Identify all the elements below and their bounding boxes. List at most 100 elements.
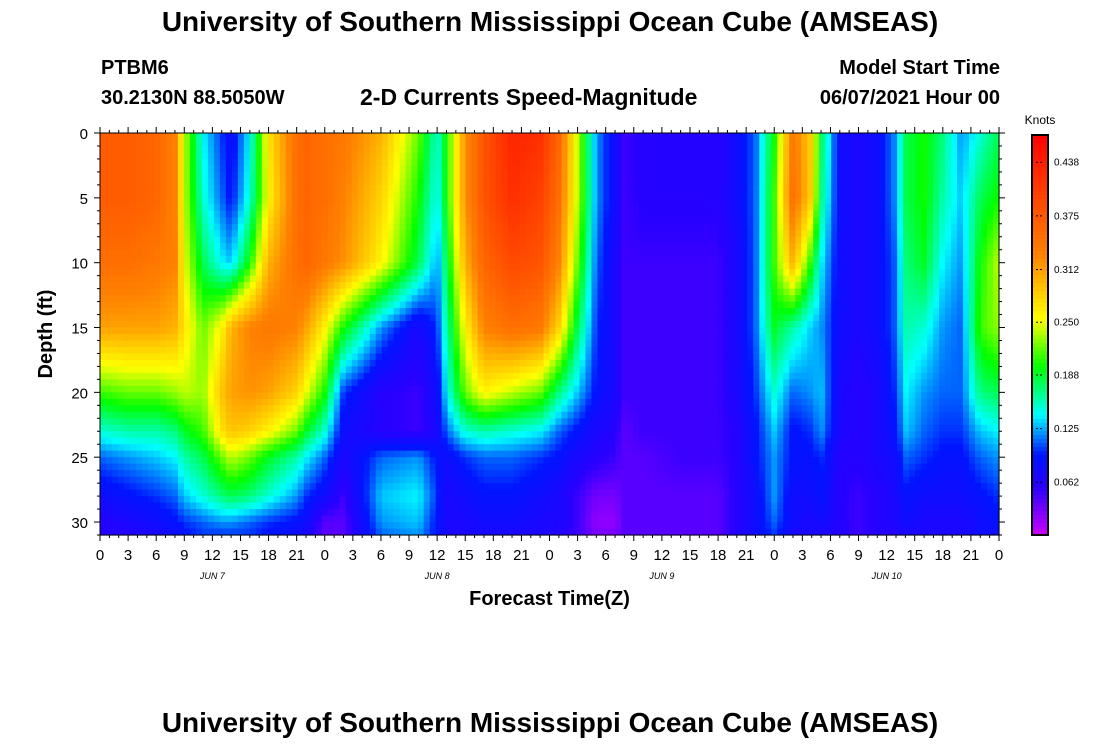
heatmap-cell — [201, 158, 209, 167]
heatmap-cell — [537, 217, 545, 225]
heatmap-cell — [291, 249, 299, 257]
heatmap-cell — [477, 158, 485, 167]
heatmap-cell — [891, 340, 898, 348]
heatmap-cell — [975, 288, 982, 296]
heatmap-cell — [471, 249, 479, 257]
heatmap-cell — [705, 269, 712, 277]
heatmap-cell — [645, 171, 652, 179]
heatmap-cell — [825, 139, 832, 147]
heatmap-cell — [633, 314, 640, 322]
heatmap-cell — [243, 152, 251, 160]
heatmap-cell — [819, 152, 826, 160]
heatmap-cell — [339, 197, 347, 205]
heatmap-cell — [489, 327, 497, 335]
heatmap-cell — [447, 165, 455, 173]
heatmap-cell — [687, 171, 694, 179]
heatmap-cell — [459, 217, 467, 225]
heatmap-cell — [813, 139, 820, 147]
heatmap-cell — [825, 184, 832, 192]
heatmap-cell — [717, 230, 724, 238]
heatmap-cell — [417, 133, 425, 141]
heatmap-cell — [429, 262, 437, 270]
heatmap-cell — [327, 275, 335, 283]
heatmap-cell — [963, 327, 970, 335]
heatmap-cell — [387, 217, 395, 225]
heatmap-cell — [771, 262, 778, 270]
heatmap-cell — [579, 158, 587, 167]
heatmap-cell — [189, 308, 197, 316]
heatmap-cell — [465, 139, 473, 147]
heatmap-cell — [909, 327, 916, 335]
heatmap-cell — [837, 243, 844, 251]
heatmap-cell — [411, 210, 419, 218]
heatmap-cell — [795, 230, 802, 238]
heatmap-cell — [669, 133, 676, 141]
heatmap-cell — [225, 165, 233, 173]
heatmap-cell — [717, 204, 724, 212]
heatmap-cell — [207, 334, 215, 342]
heatmap-cell — [303, 165, 311, 173]
heatmap-cell — [585, 133, 593, 141]
heatmap-cell — [441, 152, 449, 160]
heatmap-cell — [717, 288, 724, 296]
heatmap-cell — [777, 139, 784, 147]
heatmap-cell — [921, 249, 928, 257]
heatmap-cell — [171, 327, 179, 335]
heatmap-cell — [981, 184, 988, 192]
heatmap-cell — [837, 158, 844, 167]
heatmap-cell — [603, 262, 611, 270]
heatmap-cell — [885, 158, 892, 167]
heatmap-cell — [657, 314, 664, 322]
heatmap-cell — [100, 152, 107, 160]
heatmap-cell — [921, 288, 928, 296]
heatmap-cell — [501, 334, 509, 342]
heatmap-cell — [555, 282, 563, 290]
heatmap-cell — [567, 308, 575, 316]
heatmap-cell — [837, 139, 844, 147]
heatmap-cell — [339, 158, 347, 167]
heatmap-cell — [687, 340, 694, 348]
heatmap-cell — [855, 139, 862, 147]
heatmap-cell — [111, 204, 119, 212]
heatmap-cell — [939, 321, 946, 329]
heatmap-cell — [237, 204, 245, 212]
heatmap-cell — [669, 288, 676, 296]
heatmap-cell — [885, 178, 892, 186]
heatmap-cell — [615, 275, 623, 283]
heatmap-cell — [111, 301, 119, 309]
heatmap-cell — [219, 282, 227, 290]
heatmap-cell — [933, 275, 940, 283]
heatmap-cell — [213, 321, 221, 329]
heatmap-cell — [633, 171, 640, 179]
heatmap-cell — [525, 327, 533, 335]
heatmap-cell — [591, 295, 599, 303]
heatmap-cell — [771, 210, 778, 218]
heatmap-cell — [699, 243, 706, 251]
heatmap-cell — [315, 152, 323, 160]
heatmap-cell — [453, 288, 461, 296]
heatmap-cell — [381, 275, 389, 283]
heatmap-cell — [927, 191, 934, 199]
heatmap-cell — [567, 158, 575, 167]
heatmap-cell — [165, 288, 173, 296]
heatmap-cell — [123, 295, 131, 303]
heatmap-cell — [345, 204, 353, 212]
heatmap-cell — [153, 204, 161, 212]
heatmap-cell — [285, 152, 293, 160]
heatmap-cell — [933, 295, 940, 303]
heatmap-cell — [531, 236, 539, 244]
heatmap-cell — [213, 171, 221, 179]
heatmap-cell — [333, 346, 341, 355]
heatmap-cell — [627, 243, 634, 251]
heatmap-cell — [369, 327, 377, 335]
heatmap-cell — [219, 178, 227, 186]
heatmap-cell — [831, 210, 838, 218]
heatmap-cell — [303, 152, 311, 160]
heatmap-cell — [741, 139, 748, 147]
heatmap-cell — [723, 269, 730, 277]
heatmap-cell — [123, 282, 131, 290]
heatmap-cell — [675, 321, 682, 329]
heatmap-cell — [555, 191, 563, 199]
heatmap-cell — [417, 282, 425, 290]
heatmap-cell — [519, 308, 527, 316]
